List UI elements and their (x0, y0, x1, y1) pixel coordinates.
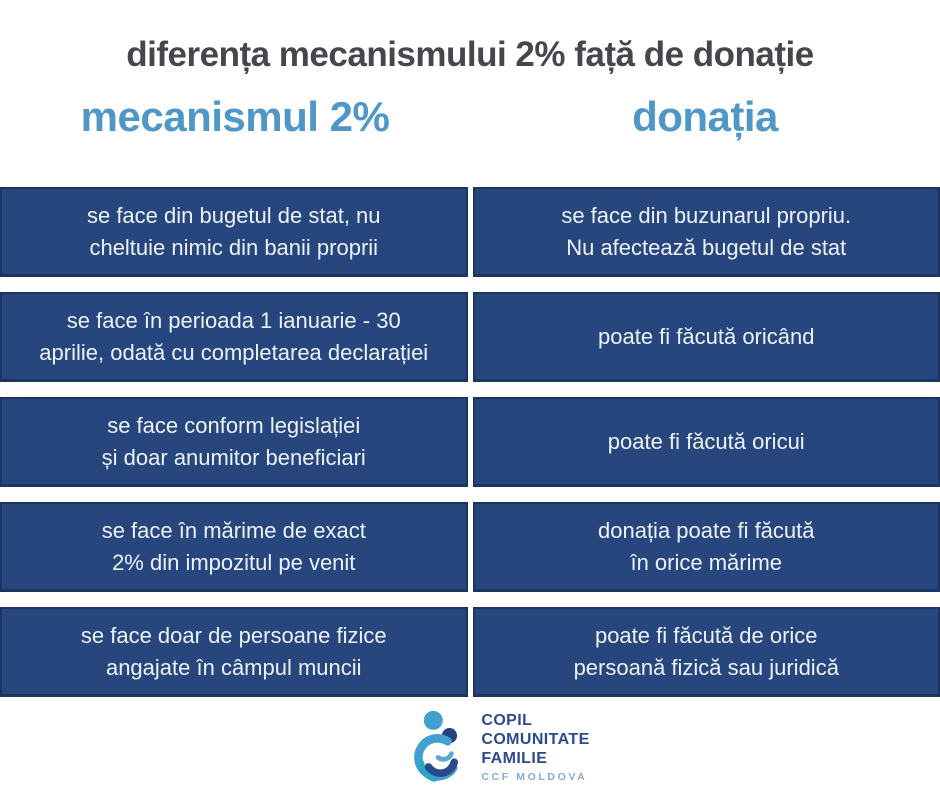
logo-line-comunitate: COMUNITATE (481, 731, 590, 748)
cell-donatia-persons: poate fi făcută de orice persoană fizică… (472, 607, 940, 697)
cell-text: se face din buzunarul propriu. Nu afecte… (561, 202, 852, 260)
cell-donatia-period: poate fi făcută oricând (472, 292, 940, 382)
table-row: se face din bugetul de stat, nu cheltuie… (0, 187, 940, 277)
cell-donatia-legislation: poate fi făcută oricui (472, 397, 940, 487)
ccf-logo-icon (414, 710, 459, 782)
cell-mecanismul-period: se face în perioada 1 ianuarie - 30 apri… (0, 292, 468, 382)
cell-text: poate fi făcută oricând (598, 323, 815, 349)
table-row: se face conform legislației și doar anum… (0, 397, 940, 487)
table-row: se face în mărime de exact 2% din impozi… (0, 502, 940, 592)
cell-mecanismul-legislation: se face conform legislației și doar anum… (0, 397, 468, 487)
cell-text: se face conform legislației și doar anum… (101, 412, 366, 470)
cell-mecanismul-budget: se face din bugetul de stat, nu cheltuie… (0, 187, 468, 277)
column-header-mecanismul: mecanismul 2% (80, 93, 390, 140)
cell-text: se face din bugetul de stat, nu cheltuie… (86, 202, 381, 260)
cell-text: se face în perioada 1 ianuarie - 30 apri… (39, 307, 429, 365)
logo-line-copil: COPIL (481, 712, 533, 729)
table-row: se face în perioada 1 ianuarie - 30 apri… (0, 292, 940, 382)
table-row: se face doar de persoane fizice angajate… (0, 607, 940, 697)
logo-line-familie: FAMILIE (481, 750, 548, 767)
cell-donatia-budget: se face din buzunarul propriu. Nu afecte… (472, 187, 940, 277)
column-headers: mecanismul 2% donația (0, 90, 940, 144)
cell-mecanismul-amount: se face în mărime de exact 2% din impozi… (0, 502, 468, 592)
ccf-logo: COPIL COMUNITATE FAMILIE CCF MOLDOVA (29, 709, 940, 785)
column-header-donatia: donația (632, 93, 778, 140)
cell-text: poate fi făcută oricui (607, 428, 805, 454)
logo-subtext: CCF MOLDOVA (481, 771, 588, 783)
ccf-logo-text: COPIL COMUNITATE FAMILIE CCF MOLDOVA (481, 711, 589, 783)
cell-text: se face în mărime de exact 2% din impozi… (101, 517, 366, 575)
cell-text: se face doar de persoane fizice angajate… (80, 622, 387, 680)
cell-text: poate fi făcută de orice persoană fizică… (573, 622, 839, 680)
cell-mecanismul-persons: se face doar de persoane fizice angajate… (0, 607, 468, 697)
comparison-table: se face din bugetul de stat, nu cheltuie… (0, 187, 940, 697)
cell-text: donația poate fi făcută în orice mărime (598, 517, 815, 575)
page-title: diferența mecanismului 2% față de donați… (126, 35, 814, 74)
cell-donatia-amount: donația poate fi făcută în orice mărime (472, 502, 940, 592)
